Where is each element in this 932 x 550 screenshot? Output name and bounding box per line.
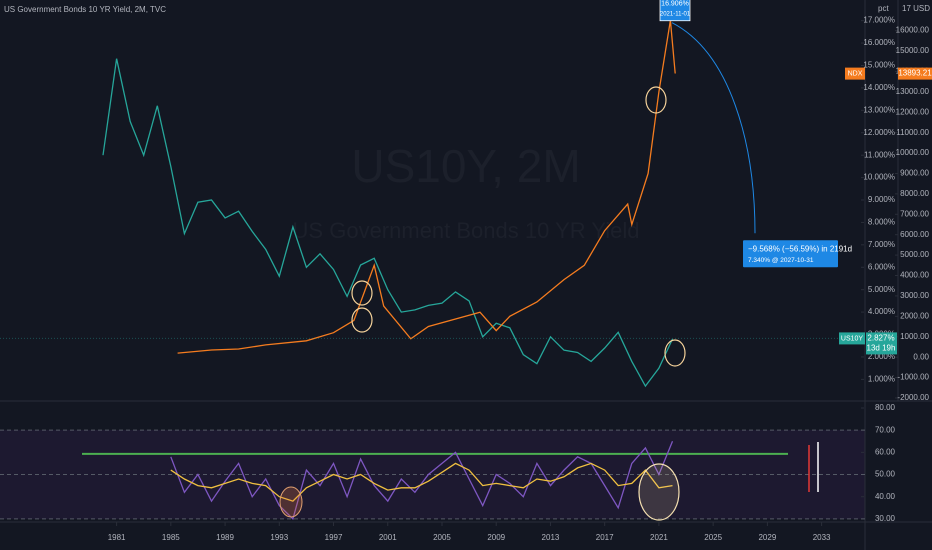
y2-tick-label: 12000.00 xyxy=(896,107,930,116)
x-tick-label: 2013 xyxy=(542,533,560,542)
measure-top-label: 16.906% xyxy=(661,1,689,8)
rsi-tick-label: 50.00 xyxy=(875,470,896,479)
y2-tick-label: 15000.00 xyxy=(896,46,930,55)
y2-tick-label: 4000.00 xyxy=(900,271,929,280)
x-tick-label: 1981 xyxy=(108,533,126,542)
measure-top-date: 2021-11-01 xyxy=(660,11,691,17)
measure-box xyxy=(743,240,838,268)
x-tick-label: 1993 xyxy=(270,533,288,542)
measure-arrow xyxy=(671,22,756,234)
last-value-label: 13893.21 xyxy=(898,69,932,78)
x-tick-label: 2033 xyxy=(813,533,831,542)
x-tick-label: 2009 xyxy=(487,533,505,542)
series-line xyxy=(170,441,674,521)
y2-tick-label: 16000.00 xyxy=(896,26,930,35)
y-tick-label: 7.000% xyxy=(868,240,895,249)
y-tick-label: 10.000% xyxy=(863,173,895,182)
x-tick-label: 2001 xyxy=(379,533,397,542)
x-tick-label: 2029 xyxy=(758,533,776,542)
y-tick-label: 1.000% xyxy=(868,374,895,383)
last-value-tag xyxy=(866,332,897,355)
chart-title: US Government Bonds 10 YR Yield, 2M, TVC xyxy=(4,5,166,14)
y-tick-label: 14.000% xyxy=(863,83,895,92)
series-tag xyxy=(845,67,865,80)
y-tick-label: 17.000% xyxy=(863,16,895,25)
y2-tick-label: 2000.00 xyxy=(900,311,929,320)
last-value-tag xyxy=(898,67,932,80)
y-tick-label: 2.000% xyxy=(868,352,895,361)
rsi-tick-label: 30.00 xyxy=(875,514,896,523)
y-tick-label: 13.000% xyxy=(863,105,895,114)
series-tag xyxy=(839,332,865,345)
highlight xyxy=(351,307,373,333)
y-tick-label: 16.000% xyxy=(863,38,895,47)
y2-tick-label: 13000.00 xyxy=(896,87,930,96)
y-tick-label: 15.000% xyxy=(863,61,895,70)
highlight xyxy=(279,486,303,518)
y2-tick-label: -2000.00 xyxy=(897,393,929,402)
y2-unit: 17 USD xyxy=(902,4,930,13)
y2-tick-label: 11000.00 xyxy=(896,128,929,137)
y2-tick-label: 0.00 xyxy=(913,352,929,361)
rsi-band xyxy=(0,430,865,519)
rsi-tick-label: 70.00 xyxy=(875,425,896,434)
y2-tick-label: -1000.00 xyxy=(897,373,929,382)
series-line xyxy=(102,58,674,388)
series-line xyxy=(170,462,673,502)
y2-tick-label: 6000.00 xyxy=(900,230,929,239)
x-tick-label: 1989 xyxy=(216,533,234,542)
measure-top-box xyxy=(659,0,691,22)
highlight xyxy=(351,280,373,306)
measure-change: −9.568% (−56.59%) in 2191d xyxy=(748,244,852,253)
rsi-tick-label: 60.00 xyxy=(875,447,896,456)
x-tick-label: 2017 xyxy=(596,533,614,542)
series-line xyxy=(177,20,676,354)
x-tick-label: 2021 xyxy=(650,533,668,542)
x-tick-label: 1997 xyxy=(325,533,343,542)
watermark-subtitle: US Government Bonds 10 YR Yield xyxy=(293,218,640,243)
y-tick-label: 11.000% xyxy=(864,150,895,159)
highlight xyxy=(664,339,686,367)
series-name: US10Y xyxy=(841,335,864,342)
series-name: NDX xyxy=(848,70,863,77)
countdown: 13d 19h xyxy=(867,344,896,353)
x-tick-label: 1985 xyxy=(162,533,180,542)
y2-tick-label: 9000.00 xyxy=(900,169,929,178)
y-tick-label: 8.000% xyxy=(868,218,895,227)
y2-tick-label: 3000.00 xyxy=(900,291,929,300)
y2-tick-label: 7000.00 xyxy=(900,209,929,218)
highlight xyxy=(638,463,680,521)
rsi-tick-label: 80.00 xyxy=(875,403,896,412)
highlight xyxy=(645,86,667,114)
y-tick-label: 4.000% xyxy=(868,307,895,316)
y-tick-label: 12.000% xyxy=(863,128,895,137)
watermark: US10Y, 2M xyxy=(351,140,580,192)
measure-target: 7.340% @ 2027-10-31 xyxy=(748,257,814,264)
last-value-label: 2.827% xyxy=(867,334,894,343)
y2-tick-label: 1000.00 xyxy=(900,332,929,341)
y2-tick-label: 8000.00 xyxy=(900,189,929,198)
y2-tick-label: 5000.00 xyxy=(900,250,929,259)
x-tick-label: 2025 xyxy=(704,533,722,542)
y-tick-label: 9.000% xyxy=(868,195,895,204)
rsi-tick-label: 40.00 xyxy=(875,492,896,501)
y-unit: pct xyxy=(878,4,889,13)
y-tick-label: 5.000% xyxy=(868,285,895,294)
y-tick-label: 6.000% xyxy=(868,262,895,271)
y2-tick-label: 10000.00 xyxy=(896,148,930,157)
x-tick-label: 2005 xyxy=(433,533,451,542)
